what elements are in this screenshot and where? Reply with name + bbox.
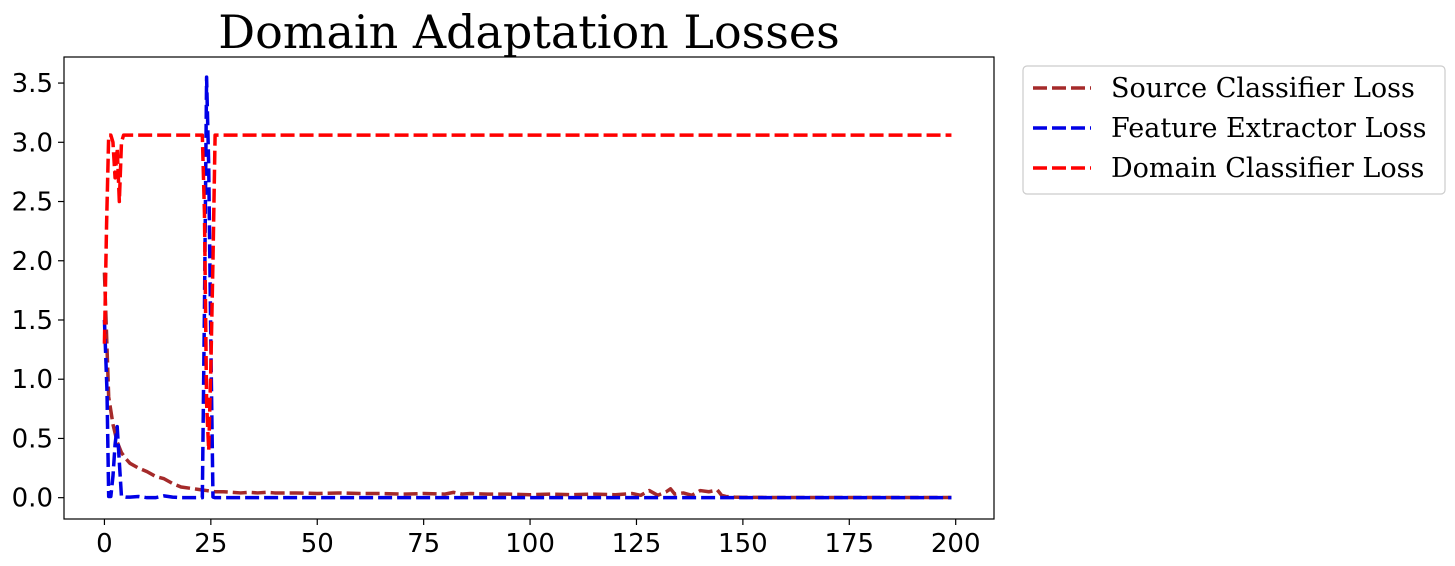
x-tick-label: 100 (505, 529, 555, 559)
series-line-domain-classifier-loss (102, 133, 952, 453)
legend-label: Source Classifier Loss (1111, 73, 1415, 104)
chart-title: Domain Adaptation Losses (218, 5, 839, 59)
legend: Source Classifier Loss Feature Extractor … (1022, 65, 1446, 195)
x-tick-label: 75 (407, 529, 440, 559)
plot-area-frame (63, 56, 995, 520)
y-tick-label: 3.5 (12, 69, 53, 99)
y-axis: 0.0 0.5 1.0 1.5 2.0 2.5 3.0 3.5 (12, 69, 64, 514)
x-tick-label: 50 (301, 529, 334, 559)
legend-label: Domain Classifier Loss (1111, 153, 1424, 184)
legend-label: Feature Extractor Loss (1111, 113, 1426, 144)
y-tick-label: 2.5 (12, 188, 53, 218)
series-layer (102, 75, 952, 500)
x-tick-label: 125 (612, 529, 662, 559)
y-tick-label: 3.0 (12, 128, 53, 158)
y-tick-label: 0.5 (12, 424, 53, 454)
series-line-source-classifier-loss (102, 272, 952, 500)
y-tick-label: 2.0 (12, 247, 53, 277)
x-tick-label: 150 (718, 529, 768, 559)
series-line-feature-extractor-loss (102, 75, 952, 500)
x-tick-label: 25 (194, 529, 227, 559)
x-axis: 0 25 50 75 100 125 150 175 200 (96, 519, 981, 559)
x-tick-label: 0 (96, 529, 113, 559)
x-tick-label: 200 (931, 529, 981, 559)
legend-frame (1022, 65, 1446, 195)
y-tick-label: 0.0 (12, 484, 53, 514)
x-tick-label: 175 (824, 529, 874, 559)
y-tick-label: 1.5 (12, 306, 53, 336)
y-tick-label: 1.0 (12, 365, 53, 395)
